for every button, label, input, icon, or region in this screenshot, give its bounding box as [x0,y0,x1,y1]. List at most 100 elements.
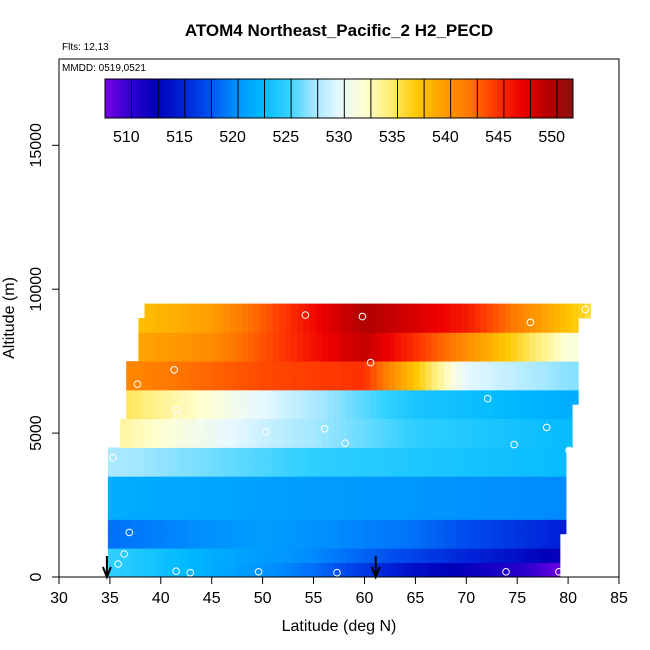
colorbar-swatch [499,79,504,118]
curtain-cell [364,346,371,362]
curtain-cell [443,361,451,376]
curtain-cell [278,433,286,448]
colorbar-swatch [251,79,255,118]
curtain-cell [120,447,127,463]
colorbar-swatch [359,79,363,118]
curtain-cell [205,404,213,420]
curtain-cell [113,548,121,564]
curtain-cell [498,533,506,549]
curtain-cell [492,562,500,578]
curtain-cell [572,318,579,333]
curtain-cell [278,303,286,319]
curtain-cell [547,346,555,362]
curtain-cell [211,346,219,362]
colorbar-swatch [145,79,150,118]
curtain-cell [120,461,127,477]
curtain-cell [425,519,433,535]
curtain-cell [272,303,280,319]
curtain-cell [419,332,426,348]
colorbar-swatch [154,79,159,118]
curtain-cell [358,318,365,333]
curtain-cell [431,346,439,362]
curtain-cell [468,404,475,420]
curtain-cell [547,461,555,477]
curtain-cell [285,361,292,376]
curtain-cell [236,332,243,348]
curtain-cell [211,389,219,405]
sample-point [254,568,263,576]
curtain-cell [547,447,555,463]
curtain-cell [401,418,408,434]
curtain-cell [162,361,170,376]
curtain-cell [474,433,481,448]
curtain-cell [223,562,231,578]
curtain-cell [107,505,115,520]
curtain-cell [468,332,475,348]
curtain-cell [443,346,451,362]
curtain-cell [309,361,316,376]
curtain-cell [248,346,255,362]
curtain-cell [572,389,579,405]
x-tick-label: 70 [457,590,475,607]
curtain-cell [217,433,225,448]
curtain-cell [407,404,414,420]
curtain-cell [419,303,426,319]
curtain-cell [370,404,378,420]
curtain-cell [511,519,518,535]
curtain-cell [523,548,530,564]
curtain-cell [132,562,139,578]
colorbar-swatch [409,79,413,118]
curtain-cell [168,375,176,391]
curtain-cell [425,433,433,448]
curtain-cell [529,562,536,578]
colorbar-swatch [107,79,112,118]
curtain-cell [199,389,207,405]
curtain-cell [388,447,396,463]
curtain-cell [395,519,402,535]
curtain-cell [480,361,488,376]
curtain-cell [223,303,231,319]
curtain-cell [303,433,310,448]
curtain-cell [566,389,573,405]
curtain-cell [382,303,390,319]
colorbar-swatch [110,79,115,118]
sample-point [581,305,590,314]
curtain-cell [315,548,323,564]
curtain-cell [156,346,164,362]
curtain-cell [236,318,243,333]
curtain-cell [340,332,347,348]
curtain-cell [315,490,323,506]
colorbar-swatch [151,79,156,118]
curtain-cell [419,389,426,405]
curtain-cell [572,346,579,362]
curtain-cell [437,332,445,348]
curtain-cell [150,447,158,463]
curtain-cell [535,505,543,520]
curtain-cell [193,490,200,506]
curtain-cell [291,562,298,578]
curtain-cell [547,318,555,333]
curtain-cell [437,389,445,405]
curtain-cell [535,461,543,477]
curtain-cell [553,318,561,333]
colorbar-swatch [374,79,378,118]
curtain-cell [333,562,341,578]
colorbar-swatch [213,79,217,118]
x-tick-label: 65 [407,590,425,607]
curtain-cell [486,318,494,333]
curtain-cell [309,461,316,477]
curtain-cell [449,303,457,319]
colorbar-swatch [105,79,109,118]
curtain-cell [315,404,323,420]
curtain-cell [517,519,524,535]
curtain-cell [431,418,439,434]
curtain-cell [559,389,567,405]
curtain-cell [138,447,145,463]
curtain-cell [175,318,182,333]
curtain-cell [205,418,213,434]
curtain-cell [431,433,439,448]
colorbar-swatch [561,79,565,118]
curtain-cell [132,361,139,376]
curtain-cell [364,404,371,420]
colorbar-swatch [496,79,501,118]
